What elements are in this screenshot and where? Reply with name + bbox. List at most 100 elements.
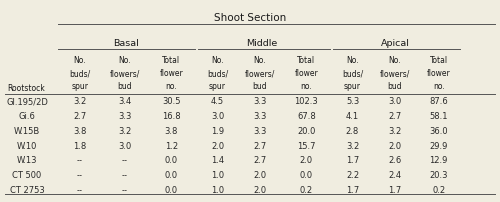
Text: 0.0: 0.0 [164,186,178,195]
Text: 29.9: 29.9 [430,142,448,151]
Text: 2.0: 2.0 [388,142,402,151]
Text: Apical: Apical [381,39,410,48]
Text: 12.9: 12.9 [430,156,448,165]
Text: 15.7: 15.7 [297,142,316,151]
Text: 1.7: 1.7 [388,186,402,195]
Text: bud: bud [252,82,268,92]
Text: 4.1: 4.1 [346,112,359,121]
Text: flowers/: flowers/ [110,69,140,78]
Text: --: -- [77,186,83,195]
Text: No.: No. [74,56,86,65]
Text: 2.6: 2.6 [388,156,402,165]
Text: 30.5: 30.5 [162,97,180,106]
Text: 2.7: 2.7 [254,142,266,151]
Text: 3.0: 3.0 [211,112,224,121]
Text: 3.2: 3.2 [118,127,132,136]
Text: 2.7: 2.7 [254,156,266,165]
Text: 3.0: 3.0 [118,142,132,151]
Text: --: -- [122,171,128,180]
Text: bud: bud [118,82,132,92]
Text: 2.4: 2.4 [388,171,402,180]
Text: spur: spur [72,82,88,92]
Text: 3.4: 3.4 [118,97,132,106]
Text: 3.3: 3.3 [254,112,266,121]
Text: 2.0: 2.0 [211,142,224,151]
Text: spur: spur [344,82,361,92]
Text: 102.3: 102.3 [294,97,318,106]
Text: 2.0: 2.0 [300,156,313,165]
Text: buds/: buds/ [342,69,363,78]
Text: Total: Total [297,56,316,65]
Text: No.: No. [388,56,402,65]
Text: no.: no. [433,82,444,92]
Text: 3.2: 3.2 [346,142,359,151]
Text: flowers/: flowers/ [380,69,410,78]
Text: Total: Total [430,56,448,65]
Text: 36.0: 36.0 [430,127,448,136]
Text: 3.8: 3.8 [74,127,86,136]
Text: --: -- [122,156,128,165]
Text: 1.0: 1.0 [211,171,224,180]
Text: 1.7: 1.7 [346,186,359,195]
Text: 0.0: 0.0 [164,156,178,165]
Text: 3.3: 3.3 [254,127,266,136]
Text: 2.0: 2.0 [254,186,266,195]
Text: 1.7: 1.7 [346,156,359,165]
Text: 1.2: 1.2 [164,142,178,151]
Text: --: -- [77,156,83,165]
Text: buds/: buds/ [207,69,228,78]
Text: CT 500: CT 500 [12,171,42,180]
Text: Shoot Section: Shoot Section [214,13,286,23]
Text: 20.3: 20.3 [430,171,448,180]
Text: Basal: Basal [113,39,138,48]
Text: Total: Total [162,56,180,65]
Text: CT 2753: CT 2753 [10,186,44,195]
Text: 2.7: 2.7 [388,112,402,121]
Text: no.: no. [300,82,312,92]
Text: 1.9: 1.9 [211,127,224,136]
Text: no.: no. [166,82,177,92]
Text: flowers/: flowers/ [245,69,275,78]
Text: 1.8: 1.8 [74,142,86,151]
Text: 1.0: 1.0 [211,186,224,195]
Text: 2.7: 2.7 [74,112,86,121]
Text: 3.2: 3.2 [74,97,86,106]
Text: 0.2: 0.2 [432,186,446,195]
Text: 0.0: 0.0 [164,171,178,180]
Text: 0.0: 0.0 [300,171,313,180]
Text: spur: spur [209,82,226,92]
Text: 58.1: 58.1 [430,112,448,121]
Text: 20.0: 20.0 [297,127,316,136]
Text: Gi.6: Gi.6 [18,112,36,121]
Text: 2.0: 2.0 [254,171,266,180]
Text: W.15B: W.15B [14,127,40,136]
Text: 3.3: 3.3 [118,112,132,121]
Text: 16.8: 16.8 [162,112,180,121]
Text: 5.3: 5.3 [346,97,359,106]
Text: 3.0: 3.0 [388,97,402,106]
Text: 3.2: 3.2 [388,127,402,136]
Text: flower: flower [294,69,318,78]
Text: No.: No. [254,56,266,65]
Text: --: -- [122,186,128,195]
Text: Rootstock: Rootstock [8,84,46,94]
Text: Gl.195/2D: Gl.195/2D [6,97,48,106]
Text: Middle: Middle [246,39,278,48]
Text: 1.4: 1.4 [211,156,224,165]
Text: 67.8: 67.8 [297,112,316,121]
Text: 2.8: 2.8 [346,127,359,136]
Text: flower: flower [427,69,450,78]
Text: bud: bud [388,82,402,92]
Text: --: -- [77,171,83,180]
Text: W.13: W.13 [17,156,38,165]
Text: 3.3: 3.3 [254,97,266,106]
Text: 4.5: 4.5 [211,97,224,106]
Text: No.: No. [211,56,224,65]
Text: No.: No. [118,56,132,65]
Text: No.: No. [346,56,359,65]
Text: 3.8: 3.8 [164,127,178,136]
Text: W.10: W.10 [17,142,37,151]
Text: 0.2: 0.2 [300,186,313,195]
Text: buds/: buds/ [70,69,90,78]
Text: flower: flower [160,69,183,78]
